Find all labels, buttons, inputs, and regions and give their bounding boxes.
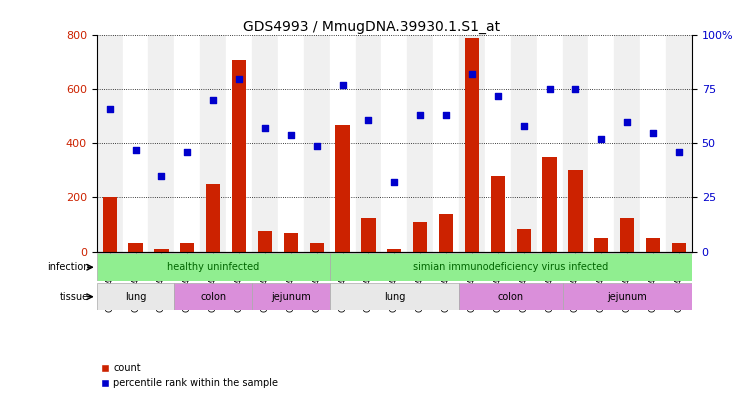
Text: colon: colon <box>200 292 226 302</box>
Bar <box>258 231 272 252</box>
Bar <box>459 283 562 310</box>
Bar <box>485 35 511 252</box>
Bar <box>568 171 583 252</box>
Bar <box>594 238 609 252</box>
Bar <box>330 35 356 252</box>
Text: lung: lung <box>125 292 147 302</box>
Bar <box>149 35 174 252</box>
Point <box>492 93 504 99</box>
Point <box>182 149 193 155</box>
Bar <box>356 35 382 252</box>
Bar <box>283 233 298 252</box>
Bar <box>252 283 330 310</box>
Point <box>208 97 219 103</box>
Point <box>595 136 607 142</box>
Bar <box>123 35 149 252</box>
Text: colon: colon <box>498 292 524 302</box>
Bar <box>232 60 246 252</box>
Bar <box>413 222 427 252</box>
Point <box>233 75 245 82</box>
Bar <box>407 35 433 252</box>
Text: GDS4993 / MmugDNA.39930.1.S1_at: GDS4993 / MmugDNA.39930.1.S1_at <box>243 20 501 34</box>
Point <box>311 142 323 149</box>
Point <box>440 112 452 119</box>
Point <box>259 125 271 131</box>
Bar <box>200 35 226 252</box>
Bar <box>97 35 123 252</box>
Point <box>285 132 297 138</box>
Point <box>388 179 400 185</box>
Legend: count, percentile rank within the sample: count, percentile rank within the sample <box>102 363 278 388</box>
Bar <box>206 184 220 252</box>
Bar <box>362 218 376 252</box>
Point <box>129 147 141 153</box>
Bar <box>174 283 252 310</box>
Bar <box>666 35 692 252</box>
Bar <box>304 35 330 252</box>
Bar <box>387 249 402 252</box>
Bar <box>97 283 174 310</box>
Bar <box>640 35 666 252</box>
Bar <box>646 238 660 252</box>
Bar <box>103 197 117 252</box>
Bar <box>562 35 589 252</box>
Bar <box>310 243 324 252</box>
Bar <box>465 38 479 252</box>
Text: lung: lung <box>384 292 405 302</box>
Bar <box>620 218 635 252</box>
Bar <box>129 243 143 252</box>
Text: healthy uninfected: healthy uninfected <box>167 262 260 272</box>
Bar <box>382 35 407 252</box>
Bar <box>330 283 459 310</box>
Text: jejunum: jejunum <box>271 292 311 302</box>
Bar <box>336 125 350 252</box>
Point <box>544 86 556 93</box>
Bar <box>330 253 692 281</box>
Text: tissue: tissue <box>60 292 89 302</box>
Bar <box>672 243 686 252</box>
Bar <box>542 157 557 252</box>
Bar <box>562 283 692 310</box>
Point <box>621 119 633 125</box>
Bar <box>491 176 505 252</box>
Bar <box>278 35 304 252</box>
Bar <box>226 35 252 252</box>
Point <box>673 149 685 155</box>
Point <box>336 82 348 88</box>
Bar <box>154 249 169 252</box>
Point <box>414 112 426 119</box>
Point <box>103 106 115 112</box>
Point <box>569 86 581 93</box>
Point <box>518 123 530 129</box>
Bar <box>180 243 194 252</box>
Point <box>155 173 167 179</box>
Bar <box>459 35 485 252</box>
Text: simian immunodeficiency virus infected: simian immunodeficiency virus infected <box>413 262 609 272</box>
Point <box>466 71 478 77</box>
Bar <box>589 35 615 252</box>
Bar <box>174 35 200 252</box>
Bar <box>516 229 530 252</box>
Bar <box>252 35 278 252</box>
Bar <box>97 253 330 281</box>
Bar <box>433 35 459 252</box>
Bar <box>439 214 453 252</box>
Point <box>362 116 374 123</box>
Point <box>647 129 659 136</box>
Bar <box>615 35 640 252</box>
Bar <box>511 35 536 252</box>
Text: jejunum: jejunum <box>607 292 647 302</box>
Bar <box>536 35 562 252</box>
Text: infection: infection <box>47 262 89 272</box>
